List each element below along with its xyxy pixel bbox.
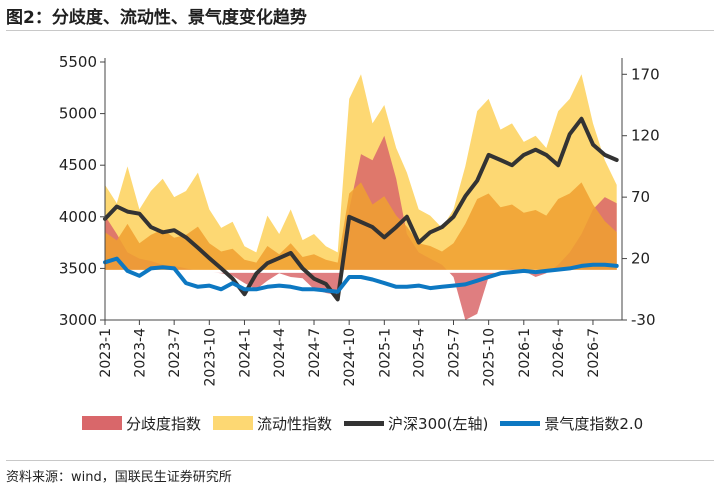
legend-item-liquidity: 流动性指数 bbox=[213, 413, 332, 434]
x-tick-label: 2025-7 bbox=[447, 328, 463, 378]
baseline-layer bbox=[105, 269, 622, 273]
left-tick-label: 5000 bbox=[59, 105, 97, 123]
left-tick-label: 5500 bbox=[59, 53, 97, 71]
right-tick-label: -30 bbox=[631, 311, 656, 329]
x-tick-label: 2024-1 bbox=[238, 328, 254, 378]
legend-swatch-liquidity bbox=[213, 416, 254, 430]
legend-item-prosperity: 景气度指数2.0 bbox=[500, 413, 643, 434]
x-tick-label: 2026-1 bbox=[517, 328, 533, 378]
x-tick-label: 2025-4 bbox=[412, 328, 428, 378]
legend: 分歧度指数 流动性指数 沪深300(左轴) 景气度指数2.0 bbox=[82, 412, 682, 434]
legend-item-divergence: 分歧度指数 bbox=[82, 413, 201, 434]
axis-layer: 3000 3500 4000 4500 5000 5500 -30 20 70 120 170 202… bbox=[59, 53, 660, 387]
line-layer bbox=[103, 116, 619, 302]
x-tick-label: 2024-7 bbox=[307, 328, 323, 378]
area-layer bbox=[105, 74, 617, 320]
source-note: 资料来源：wind，国联民生证券研究所 bbox=[6, 470, 232, 485]
title-divider bbox=[6, 30, 714, 31]
right-tick-label: 20 bbox=[631, 250, 650, 268]
zero-baseline bbox=[105, 269, 622, 273]
x-tick-label: 2024-4 bbox=[272, 328, 288, 378]
hs300-line bbox=[103, 116, 619, 302]
x-tick-label: 2023-1 bbox=[98, 328, 114, 378]
prosperity-line bbox=[103, 256, 619, 294]
x-tick-label: 2023-10 bbox=[202, 328, 218, 387]
chart-title: 图2：分歧度、流动性、景气度变化趋势 bbox=[6, 8, 307, 28]
left-tick-label: 3000 bbox=[59, 311, 97, 329]
legend-label-prosperity: 景气度指数2.0 bbox=[544, 414, 644, 433]
legend-label-hs300: 沪深300(左轴) bbox=[388, 414, 489, 433]
x-tick-label: 2023-4 bbox=[132, 328, 148, 378]
x-tick-label: 2024-10 bbox=[342, 328, 358, 387]
right-tick-label: 70 bbox=[631, 188, 650, 206]
legend-swatch-hs300 bbox=[344, 420, 385, 426]
x-tick-label: 2026-4 bbox=[551, 328, 567, 378]
legend-swatch-prosperity bbox=[500, 420, 541, 426]
legend-item-hs300: 沪深300(左轴) bbox=[344, 413, 488, 434]
left-tick-label: 4000 bbox=[59, 208, 97, 226]
legend-label-divergence: 分歧度指数 bbox=[126, 414, 202, 433]
legend-label-liquidity: 流动性指数 bbox=[257, 414, 333, 433]
x-tick-label: 2026-7 bbox=[586, 328, 602, 378]
source-divider bbox=[6, 460, 714, 461]
left-tick-label: 3500 bbox=[59, 259, 97, 277]
legend-swatch-divergence bbox=[82, 416, 122, 430]
right-tick-label: 170 bbox=[631, 65, 660, 83]
x-tick-label: 2023-7 bbox=[167, 328, 183, 378]
right-tick-label: 120 bbox=[631, 127, 660, 145]
left-tick-label: 4500 bbox=[59, 156, 97, 174]
x-tick-label: 2025-10 bbox=[482, 328, 498, 387]
x-tick-label: 2025-1 bbox=[377, 328, 393, 378]
liquidity-inner-area bbox=[105, 182, 617, 271]
